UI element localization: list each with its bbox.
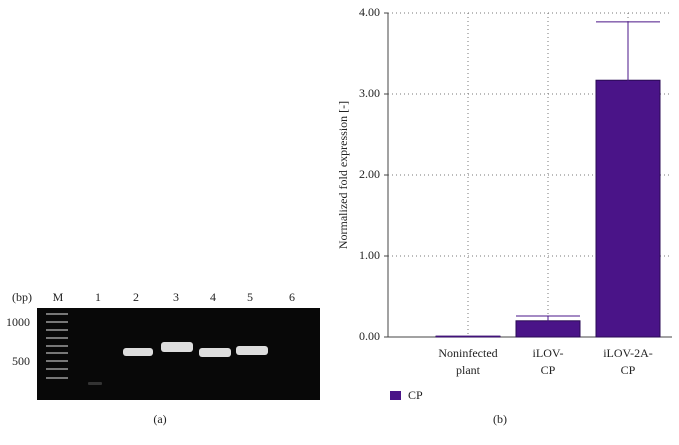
gel-panel: (bp) 1000 500 (a) bbox=[6, 290, 320, 426]
legend-label: CP bbox=[408, 388, 423, 402]
panel-label: (a) bbox=[153, 412, 166, 426]
ladder bbox=[46, 313, 68, 379]
y-tick-label: 4.00 bbox=[359, 5, 380, 19]
lane-label: 2 bbox=[133, 290, 139, 304]
panel-label: (b) bbox=[493, 412, 507, 426]
x-tick-label: CP bbox=[541, 363, 556, 377]
legend-swatch bbox=[390, 391, 401, 400]
lane-label: 4 bbox=[210, 290, 216, 304]
y-axis-label: Normalized fold expression [-] bbox=[336, 101, 350, 249]
marker-label: 500 bbox=[12, 354, 30, 368]
y-tick-label: 0.00 bbox=[359, 329, 380, 343]
lane-label: 5 bbox=[247, 290, 253, 304]
size-label: (bp) bbox=[12, 290, 32, 304]
x-tick-label: iLOV-2A- bbox=[603, 346, 653, 360]
y-tick-label: 2.00 bbox=[359, 167, 380, 181]
gel-bands bbox=[88, 342, 268, 385]
x-tick-label: iLOV- bbox=[533, 346, 564, 360]
y-tick-label: 1.00 bbox=[359, 248, 380, 262]
lane-label: 3 bbox=[173, 290, 179, 304]
lane-label: 6 bbox=[289, 290, 295, 304]
x-tick-label: Noninfected bbox=[438, 346, 497, 360]
lane-label: 1 bbox=[95, 290, 101, 304]
y-tick-label: 3.00 bbox=[359, 86, 380, 100]
x-tick-label: plant bbox=[456, 363, 481, 377]
marker-label: 1000 bbox=[6, 315, 30, 329]
gel-image bbox=[37, 308, 320, 400]
bar bbox=[595, 79, 661, 338]
lane-label: M bbox=[53, 290, 64, 304]
x-tick-label: CP bbox=[621, 363, 636, 377]
